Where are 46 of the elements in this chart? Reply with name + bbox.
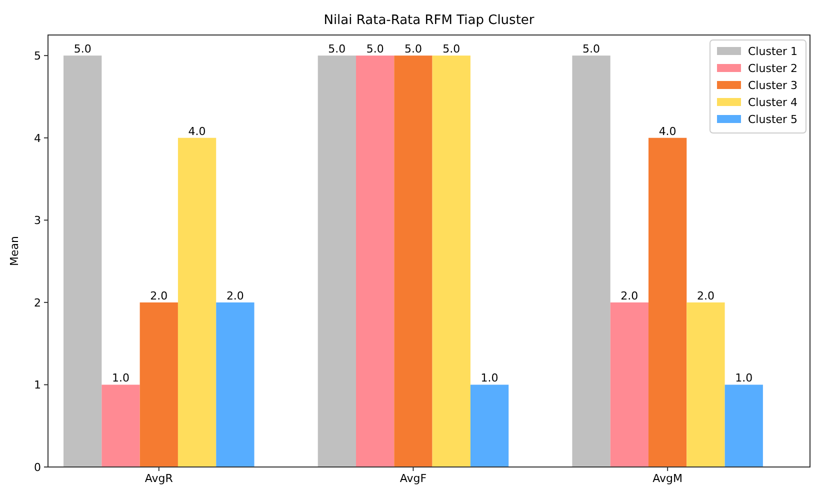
- bar: [216, 302, 254, 467]
- bar: [178, 138, 216, 467]
- chart-title: Nilai Rata-Rata RFM Tiap Cluster: [324, 13, 535, 28]
- data-label: 5.0: [404, 42, 422, 56]
- bar: [432, 56, 470, 467]
- y-axis-title: Mean: [8, 236, 21, 266]
- y-tick-label: 1: [34, 378, 41, 392]
- x-tick-label: AvgF: [400, 472, 427, 485]
- legend-label: Cluster 4: [748, 96, 798, 109]
- bar: [610, 302, 648, 467]
- bar: [102, 384, 140, 467]
- data-label: 4.0: [188, 124, 206, 138]
- data-label: 1.0: [480, 372, 498, 385]
- y-tick-label: 0: [34, 461, 41, 474]
- data-label: 2.0: [150, 289, 168, 302]
- data-label: 5.0: [366, 42, 384, 56]
- data-label: 1.0: [112, 372, 130, 385]
- data-label: 5.0: [582, 42, 600, 56]
- bar: [724, 384, 763, 467]
- bar: [394, 56, 432, 467]
- bar: [470, 384, 509, 467]
- x-tick-label: AvgM: [652, 472, 683, 485]
- bar: [318, 56, 356, 467]
- y-tick-label: 5: [34, 50, 41, 63]
- legend-label: Cluster 2: [748, 62, 798, 75]
- legend-label: Cluster 5: [748, 113, 798, 126]
- bar: [686, 302, 725, 467]
- y-tick-label: 4: [34, 132, 41, 145]
- y-tick-label: 2: [34, 296, 41, 310]
- data-label: 5.0: [74, 42, 92, 56]
- bar: [140, 302, 178, 467]
- data-label: 2.0: [620, 289, 638, 302]
- x-tick-label: AvgR: [144, 472, 174, 485]
- bar: [572, 56, 610, 467]
- data-label: 1.0: [735, 372, 753, 385]
- legend-label: Cluster 1: [748, 45, 798, 58]
- bar: [356, 56, 394, 467]
- data-label: 4.0: [658, 124, 676, 138]
- y-tick-label: 3: [34, 214, 41, 228]
- bar: [648, 138, 687, 467]
- data-label: 5.0: [442, 42, 460, 56]
- data-label: 2.0: [226, 289, 244, 302]
- bar: [64, 56, 102, 467]
- legend-label: Cluster 3: [748, 79, 798, 92]
- data-label: 2.0: [696, 289, 714, 302]
- data-label: 5.0: [328, 42, 346, 56]
